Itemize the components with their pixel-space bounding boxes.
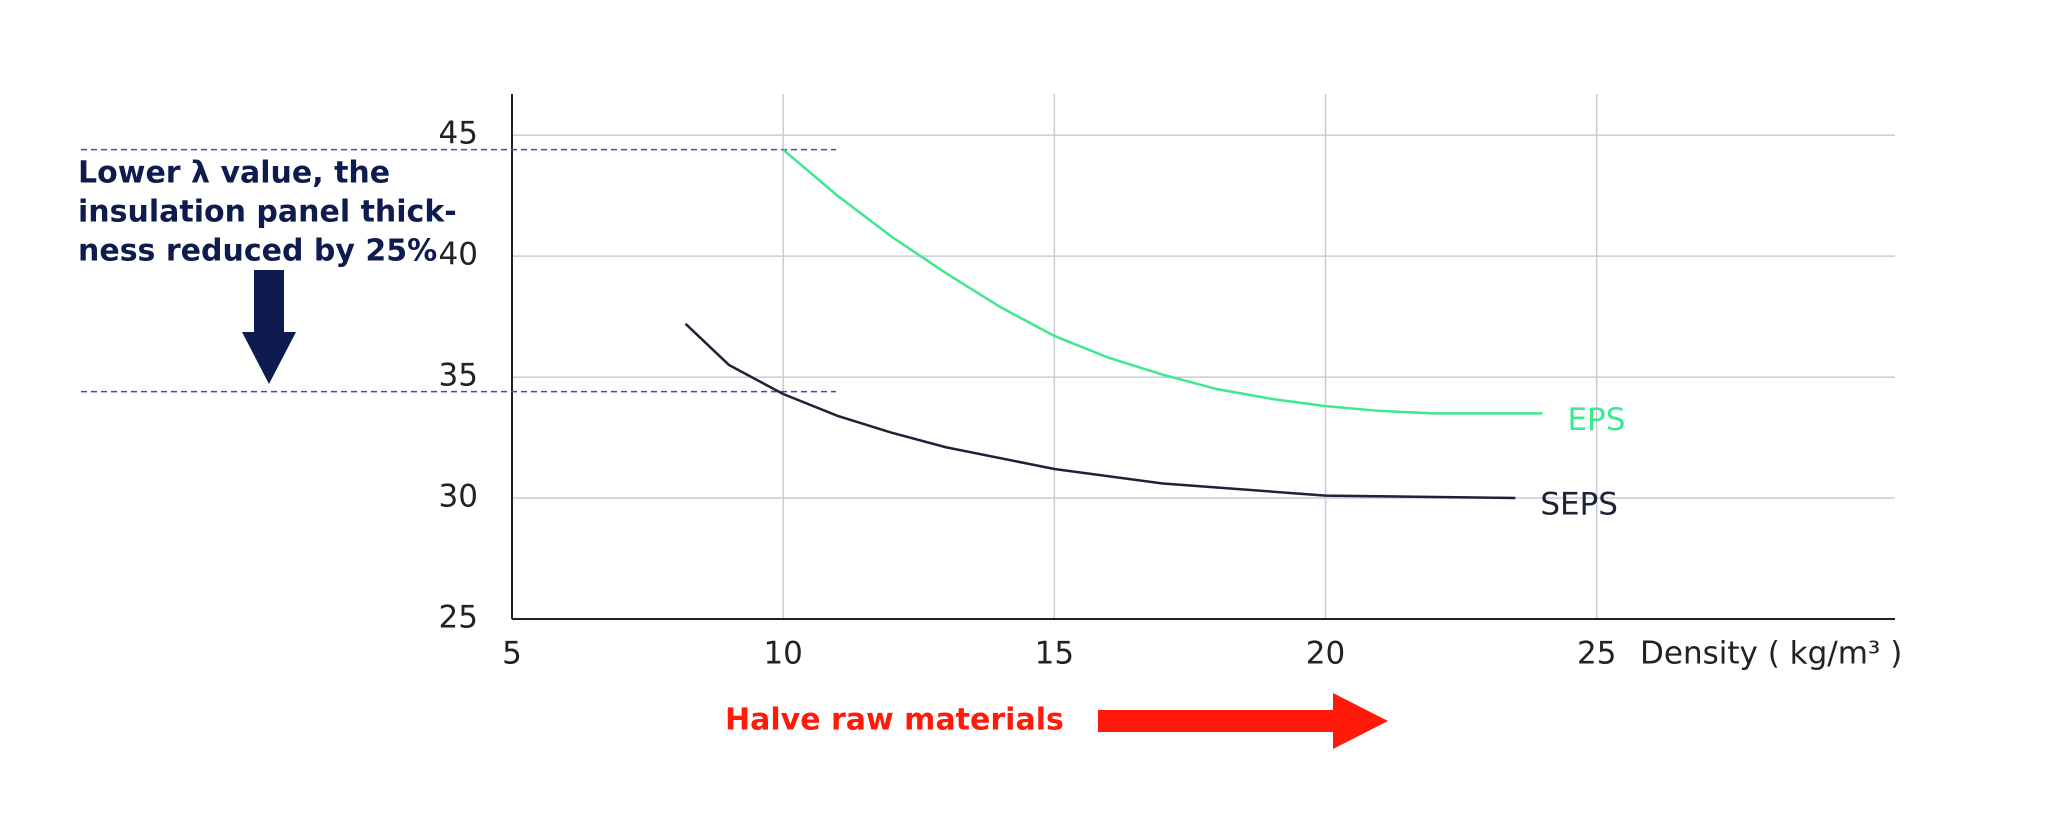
y-tick-label: 30 (439, 479, 478, 515)
y-tick-label: 35 (439, 358, 478, 394)
annotation: ness reduced by 25% (78, 234, 437, 269)
annotation: insulation panel thick- (78, 195, 457, 230)
series-label: SEPS (1540, 487, 1618, 523)
series-line (782, 148, 1543, 415)
x-tick-label: 25 (1577, 636, 1616, 672)
series-label: EPS (1567, 402, 1625, 438)
x-tick-label: 5 (502, 636, 522, 672)
y-tick-label: 25 (439, 600, 478, 636)
annotation: Halve raw materials (725, 703, 1064, 738)
x-tick-label: 15 (1035, 636, 1074, 672)
annotation: Lower λ value, the (78, 156, 390, 191)
y-tick-label: 45 (439, 116, 478, 152)
x-tick-label: 20 (1306, 636, 1345, 672)
y-tick-label: 40 (439, 237, 478, 273)
right-arrow (1098, 693, 1388, 749)
x-tick-label: 10 (763, 636, 802, 672)
series-line (684, 322, 1516, 500)
down-arrow (242, 270, 296, 384)
x-axis-label: Density ( kg/m³ ) (1640, 636, 1902, 672)
